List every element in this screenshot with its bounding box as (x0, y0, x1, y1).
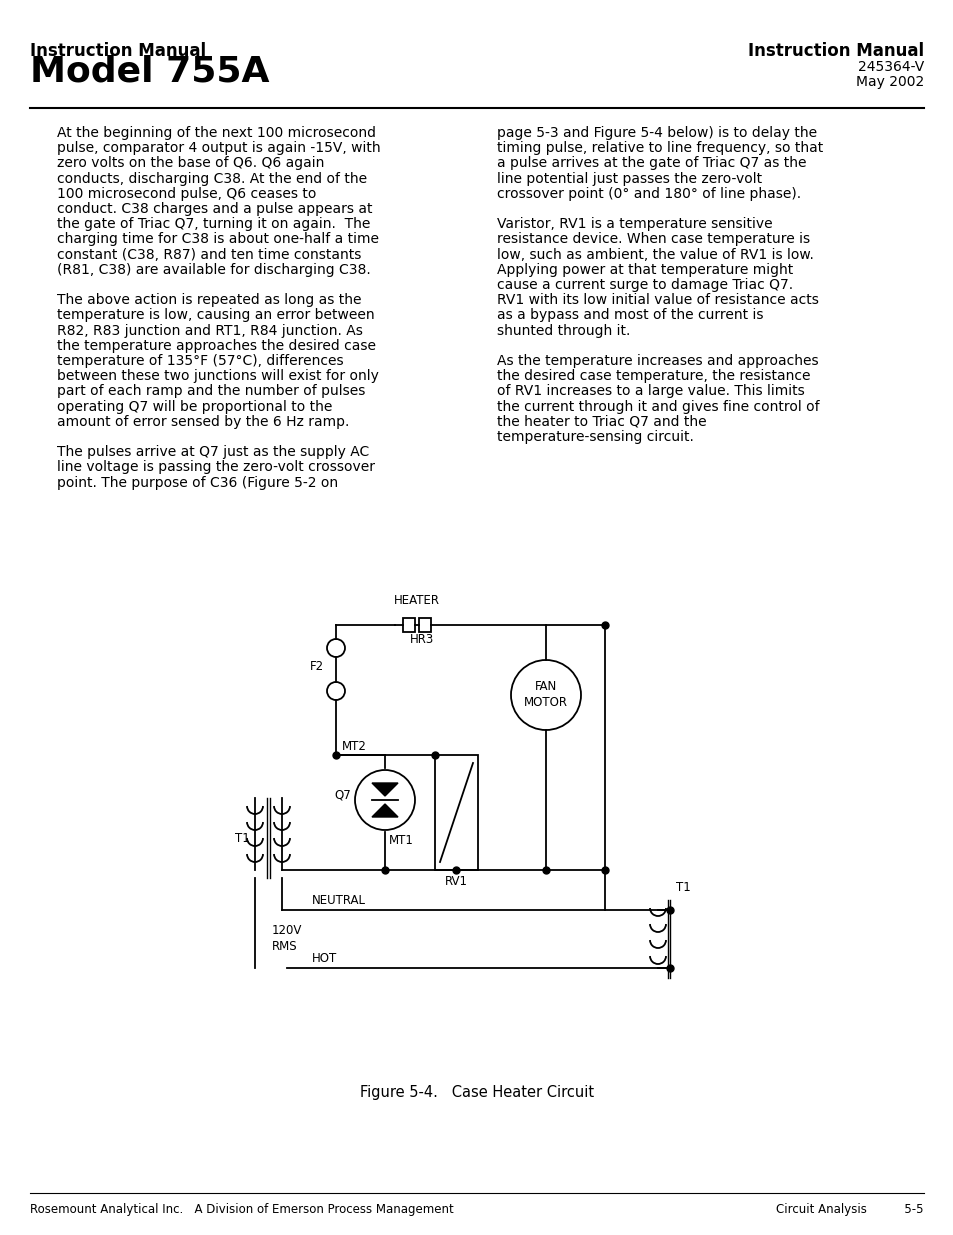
Polygon shape (372, 783, 397, 797)
Text: NEUTRAL: NEUTRAL (312, 894, 366, 906)
Text: timing pulse, relative to line frequency, so that: timing pulse, relative to line frequency… (497, 141, 822, 156)
Text: At the beginning of the next 100 microsecond: At the beginning of the next 100 microse… (57, 126, 375, 140)
Text: R82, R83 junction and RT1, R84 junction. As: R82, R83 junction and RT1, R84 junction.… (57, 324, 362, 337)
Text: page 5-3 and Figure 5-4 below) is to delay the: page 5-3 and Figure 5-4 below) is to del… (497, 126, 817, 140)
Text: shunted through it.: shunted through it. (497, 324, 630, 337)
Text: charging time for C38 is about one-half a time: charging time for C38 is about one-half … (57, 232, 378, 247)
Text: FAN: FAN (535, 680, 557, 694)
Text: point. The purpose of C36 (Figure 5-2 on: point. The purpose of C36 (Figure 5-2 on (57, 475, 337, 489)
Text: Rosemount Analytical Inc.   A Division of Emerson Process Management: Rosemount Analytical Inc. A Division of … (30, 1203, 454, 1216)
Text: As the temperature increases and approaches: As the temperature increases and approac… (497, 354, 818, 368)
Text: RV1 with its low initial value of resistance acts: RV1 with its low initial value of resist… (497, 293, 818, 308)
Text: RMS: RMS (272, 941, 297, 953)
Bar (418, 618, 431, 632)
Text: the desired case temperature, the resistance: the desired case temperature, the resist… (497, 369, 810, 383)
Text: T1: T1 (676, 881, 690, 894)
Text: cause a current surge to damage Triac Q7.: cause a current surge to damage Triac Q7… (497, 278, 792, 291)
Text: HEATER: HEATER (394, 594, 439, 606)
Text: HR3: HR3 (410, 634, 434, 646)
Text: RV1: RV1 (444, 876, 468, 888)
Text: 120V: 120V (272, 925, 302, 937)
Bar (402, 618, 415, 632)
Text: conducts, discharging C38. At the end of the: conducts, discharging C38. At the end of… (57, 172, 367, 185)
Text: Varistor, RV1 is a temperature sensitive: Varistor, RV1 is a temperature sensitive (497, 217, 772, 231)
Text: amount of error sensed by the 6 Hz ramp.: amount of error sensed by the 6 Hz ramp. (57, 415, 349, 429)
Text: the heater to Triac Q7 and the: the heater to Triac Q7 and the (497, 415, 706, 429)
Text: line voltage is passing the zero-volt crossover: line voltage is passing the zero-volt cr… (57, 461, 375, 474)
Text: MT2: MT2 (341, 740, 367, 753)
Text: as a bypass and most of the current is: as a bypass and most of the current is (497, 309, 762, 322)
Text: Circuit Analysis          5-5: Circuit Analysis 5-5 (776, 1203, 923, 1216)
Text: May 2002: May 2002 (855, 75, 923, 89)
Text: Instruction Manual: Instruction Manual (30, 42, 206, 61)
Text: 100 microsecond pulse, Q6 ceases to: 100 microsecond pulse, Q6 ceases to (57, 186, 316, 201)
Text: temperature is low, causing an error between: temperature is low, causing an error bet… (57, 309, 375, 322)
Text: crossover point (0° and 180° of line phase).: crossover point (0° and 180° of line pha… (497, 186, 801, 201)
Text: between these two junctions will exist for only: between these two junctions will exist f… (57, 369, 378, 383)
Text: zero volts on the base of Q6. Q6 again: zero volts on the base of Q6. Q6 again (57, 157, 324, 170)
Text: Figure 5-4.   Case Heater Circuit: Figure 5-4. Case Heater Circuit (359, 1086, 594, 1100)
Text: Q7: Q7 (334, 788, 351, 802)
Text: MT1: MT1 (389, 834, 414, 847)
Text: line potential just passes the zero-volt: line potential just passes the zero-volt (497, 172, 761, 185)
Text: Applying power at that temperature might: Applying power at that temperature might (497, 263, 792, 277)
Text: T1: T1 (235, 831, 250, 845)
Text: HOT: HOT (312, 952, 337, 965)
Text: low, such as ambient, the value of RV1 is low.: low, such as ambient, the value of RV1 i… (497, 247, 813, 262)
Text: part of each ramp and the number of pulses: part of each ramp and the number of puls… (57, 384, 365, 399)
Text: operating Q7 will be proportional to the: operating Q7 will be proportional to the (57, 400, 332, 414)
Text: temperature-sensing circuit.: temperature-sensing circuit. (497, 430, 693, 445)
Text: Model 755A: Model 755A (30, 56, 269, 89)
Text: temperature of 135°F (57°C), differences: temperature of 135°F (57°C), differences (57, 354, 343, 368)
Text: constant (C38, R87) and ten time constants: constant (C38, R87) and ten time constan… (57, 247, 361, 262)
Polygon shape (372, 804, 397, 818)
Text: F2: F2 (310, 659, 324, 673)
Text: The pulses arrive at Q7 just as the supply AC: The pulses arrive at Q7 just as the supp… (57, 445, 369, 459)
Text: pulse, comparator 4 output is again -15V, with: pulse, comparator 4 output is again -15V… (57, 141, 380, 156)
Text: The above action is repeated as long as the: The above action is repeated as long as … (57, 293, 361, 308)
Text: MOTOR: MOTOR (523, 697, 567, 709)
Text: 245364-V: 245364-V (857, 61, 923, 74)
Text: the gate of Triac Q7, turning it on again.  The: the gate of Triac Q7, turning it on agai… (57, 217, 370, 231)
Text: resistance device. When case temperature is: resistance device. When case temperature… (497, 232, 809, 247)
Text: a pulse arrives at the gate of Triac Q7 as the: a pulse arrives at the gate of Triac Q7 … (497, 157, 805, 170)
Text: the temperature approaches the desired case: the temperature approaches the desired c… (57, 338, 375, 353)
Text: Instruction Manual: Instruction Manual (747, 42, 923, 61)
Text: (R81, C38) are available for discharging C38.: (R81, C38) are available for discharging… (57, 263, 371, 277)
Text: the current through it and gives fine control of: the current through it and gives fine co… (497, 400, 819, 414)
Text: conduct. C38 charges and a pulse appears at: conduct. C38 charges and a pulse appears… (57, 203, 372, 216)
Bar (435, 755, 477, 869)
Text: of RV1 increases to a large value. This limits: of RV1 increases to a large value. This … (497, 384, 804, 399)
